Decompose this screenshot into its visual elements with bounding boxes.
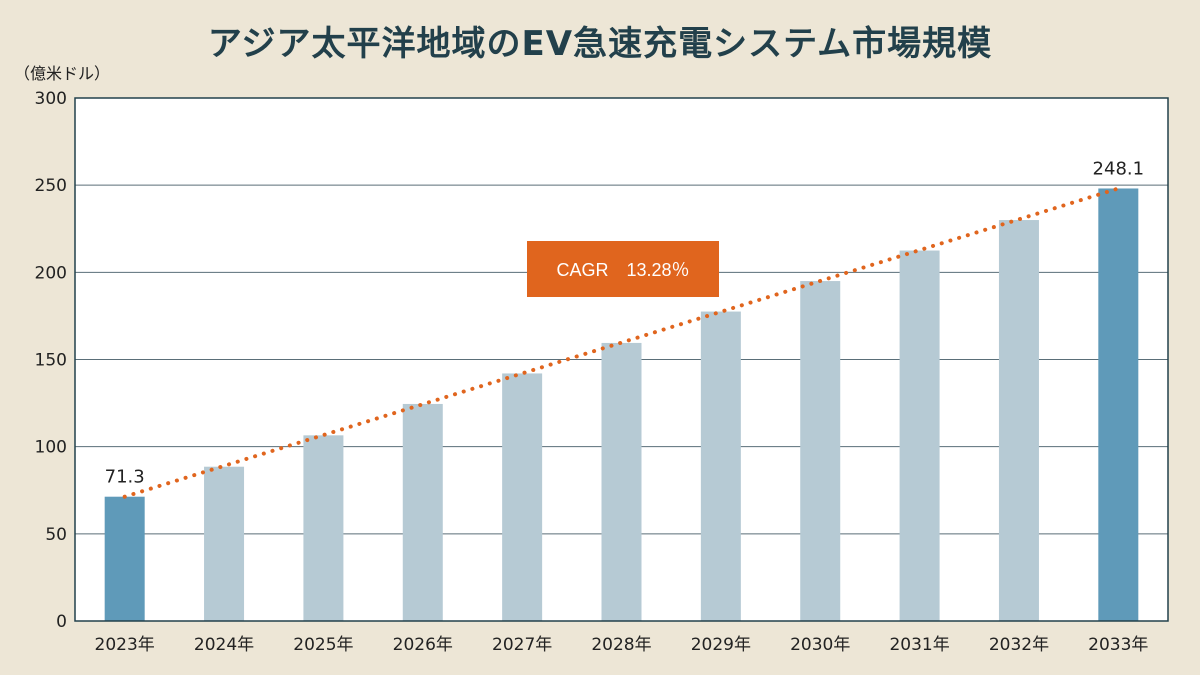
bar (303, 435, 344, 621)
y-tick-label: 50 (45, 525, 67, 545)
cagr-annotation: CAGR 13.28％ (527, 241, 719, 297)
bar (998, 220, 1039, 622)
x-tick-label: 2032年 (989, 635, 1049, 655)
x-tick-label: 2025年 (293, 635, 353, 655)
cagr-trend-line (122, 186, 1121, 499)
y-tick-label: 250 (35, 176, 67, 196)
bar (800, 281, 841, 621)
x-tick-label: 2030年 (790, 635, 850, 655)
bar (502, 373, 543, 621)
chart-title: アジア太平洋地域のEV急速充電システム市場規模 (207, 24, 993, 64)
bar (204, 466, 245, 621)
y-tick-label: 300 (35, 89, 67, 109)
bar (601, 342, 642, 621)
x-tick-label: 2033年 (1088, 635, 1148, 655)
x-tick-label: 2027年 (492, 635, 552, 655)
x-tick-label: 2026年 (393, 635, 453, 655)
bar (700, 311, 741, 621)
x-tick-label: 2031年 (889, 635, 949, 655)
x-tick-label: 2029年 (691, 635, 751, 655)
plot-frame (74, 97, 1169, 622)
bar (402, 403, 443, 621)
data-label: 248.1 (1093, 158, 1145, 179)
x-tick-label: 2023年 (95, 635, 155, 655)
bar (1098, 188, 1139, 621)
bar (104, 496, 145, 621)
y-tick-label: 200 (35, 263, 67, 283)
data-label: 71.3 (105, 467, 145, 488)
x-tick-label: 2028年 (591, 635, 651, 655)
y-tick-label: 150 (35, 351, 67, 371)
bar (899, 250, 940, 621)
x-tick-label: 2024年 (194, 635, 254, 655)
y-axis-unit-label: （億米ドル） (14, 64, 111, 83)
y-tick-label: 100 (35, 438, 67, 458)
y-tick-label: 0 (56, 612, 67, 632)
